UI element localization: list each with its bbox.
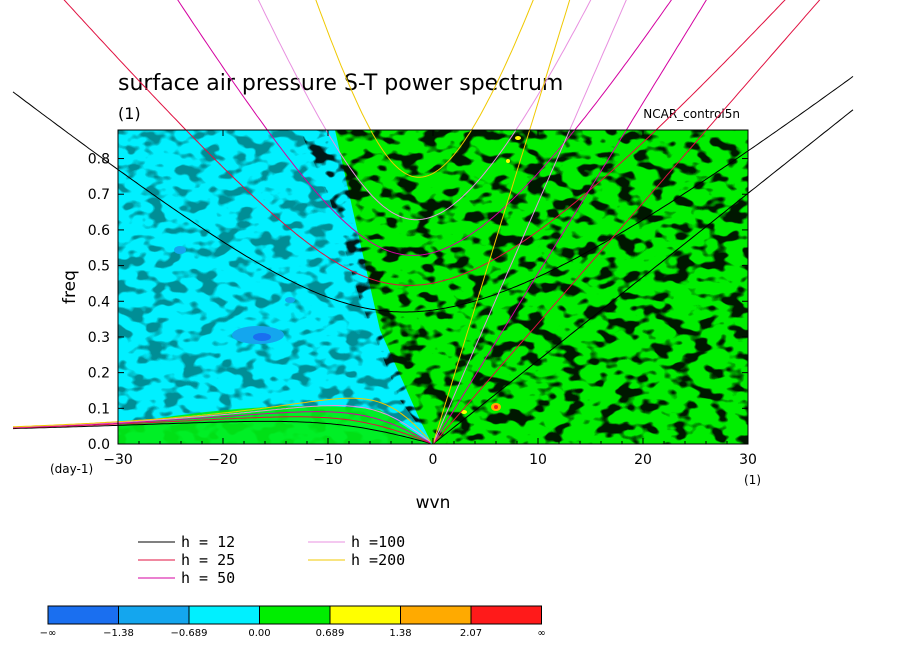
colorbar-label: ∞ bbox=[537, 628, 545, 639]
legend-label-h100: h =100 bbox=[351, 533, 405, 551]
high-spot-2 bbox=[461, 410, 467, 414]
curve-h12-kelvin bbox=[432, 109, 854, 444]
low-power-core bbox=[118, 130, 432, 444]
colorbar-label: −∞ bbox=[40, 628, 57, 639]
x-tick-label: 30 bbox=[739, 452, 757, 468]
colorbar: −∞ −1.38 −0.689 0.00 0.689 1.38 2.07 ∞ bbox=[40, 605, 546, 639]
y-axis: 0.0 0.1 0.2 0.3 0.4 0.5 0.6 0.7 0.8 bbox=[88, 152, 748, 453]
legend: h = 12 h = 25 h = 50 h =100 h =200 bbox=[138, 533, 405, 587]
colorbar-label: 2.07 bbox=[460, 628, 482, 639]
y-tick-label: 0.3 bbox=[88, 330, 110, 346]
colorbar-swatch bbox=[470, 605, 542, 625]
x-tick-label: −30 bbox=[103, 452, 133, 468]
dispersion-curves bbox=[12, 0, 854, 444]
curve-h25-er bbox=[12, 416, 431, 444]
curve-h200-kelvin bbox=[432, 0, 571, 444]
colorbar-swatch bbox=[188, 605, 260, 625]
y-tick-label: 0.0 bbox=[88, 437, 110, 453]
x-tick-label: −20 bbox=[208, 452, 238, 468]
colorbar-swatch bbox=[118, 605, 190, 625]
curve-h100-kelvin bbox=[432, 0, 627, 444]
legend-label-h12: h = 12 bbox=[181, 533, 235, 551]
colorbar-swatch bbox=[259, 605, 331, 625]
colorbar-label: −1.38 bbox=[103, 628, 134, 639]
curve-h50-ig bbox=[177, 0, 672, 256]
x-tick-label: −10 bbox=[313, 452, 343, 468]
dark-blob-2 bbox=[253, 333, 271, 341]
colorbar-swatch bbox=[47, 605, 119, 625]
y-tick-label: 0.5 bbox=[88, 259, 110, 275]
curve-h50-er bbox=[12, 411, 431, 444]
x-axis-label: wvn bbox=[416, 493, 451, 513]
y-tick-label: 0.4 bbox=[88, 294, 110, 310]
curve-h12-er bbox=[12, 420, 431, 444]
x-axis: −30 −20 −10 0 10 20 30 bbox=[103, 130, 757, 468]
chart-subtitle: (1) bbox=[118, 104, 141, 123]
chart-title: surface air pressure S-T power spectrum bbox=[118, 71, 563, 96]
y-tick-label: 0.7 bbox=[88, 187, 110, 203]
curve-h25-ig bbox=[63, 0, 786, 286]
high-spot-3 bbox=[515, 136, 521, 140]
dark-blob-4 bbox=[285, 297, 295, 303]
x-unit-label: (1) bbox=[744, 473, 761, 487]
x-tick-label: 20 bbox=[634, 452, 652, 468]
y-unit-label: (day-1) bbox=[50, 462, 93, 476]
legend-label-h25: h = 25 bbox=[181, 551, 235, 569]
colorbar-label: −0.689 bbox=[170, 628, 207, 639]
colorbar-swatch bbox=[329, 605, 401, 625]
y-tick-label: 0.6 bbox=[88, 223, 110, 239]
x-tick-label: 10 bbox=[529, 452, 547, 468]
colorbar-label: 0.689 bbox=[316, 628, 345, 639]
x-tick-label: 0 bbox=[429, 452, 438, 468]
curve-h25-kelvin bbox=[432, 0, 821, 444]
legend-label-h50: h = 50 bbox=[181, 569, 235, 587]
y-tick-label: 0.8 bbox=[88, 152, 110, 168]
y-axis-label: freq bbox=[60, 270, 80, 304]
dark-blob-3 bbox=[174, 246, 186, 254]
high-spot-4 bbox=[506, 159, 510, 163]
legend-label-h200: h =200 bbox=[351, 551, 405, 569]
spectrum-field bbox=[118, 130, 748, 444]
curve-h100-ig bbox=[257, 0, 592, 221]
curve-h200-er bbox=[12, 397, 431, 442]
y-tick-label: 0.2 bbox=[88, 366, 110, 382]
dataset-label: NCAR_control5n bbox=[643, 107, 740, 121]
colorbar-swatch bbox=[400, 605, 472, 625]
colorbar-label: 0.00 bbox=[248, 628, 270, 639]
colorbar-label: 1.38 bbox=[389, 628, 411, 639]
y-tick-label: 0.1 bbox=[88, 401, 110, 417]
curve-h200-ig bbox=[315, 0, 534, 178]
curve-h12-ig bbox=[12, 76, 854, 313]
high-spot-1-core bbox=[494, 405, 498, 409]
curve-h50-kelvin bbox=[432, 0, 707, 444]
